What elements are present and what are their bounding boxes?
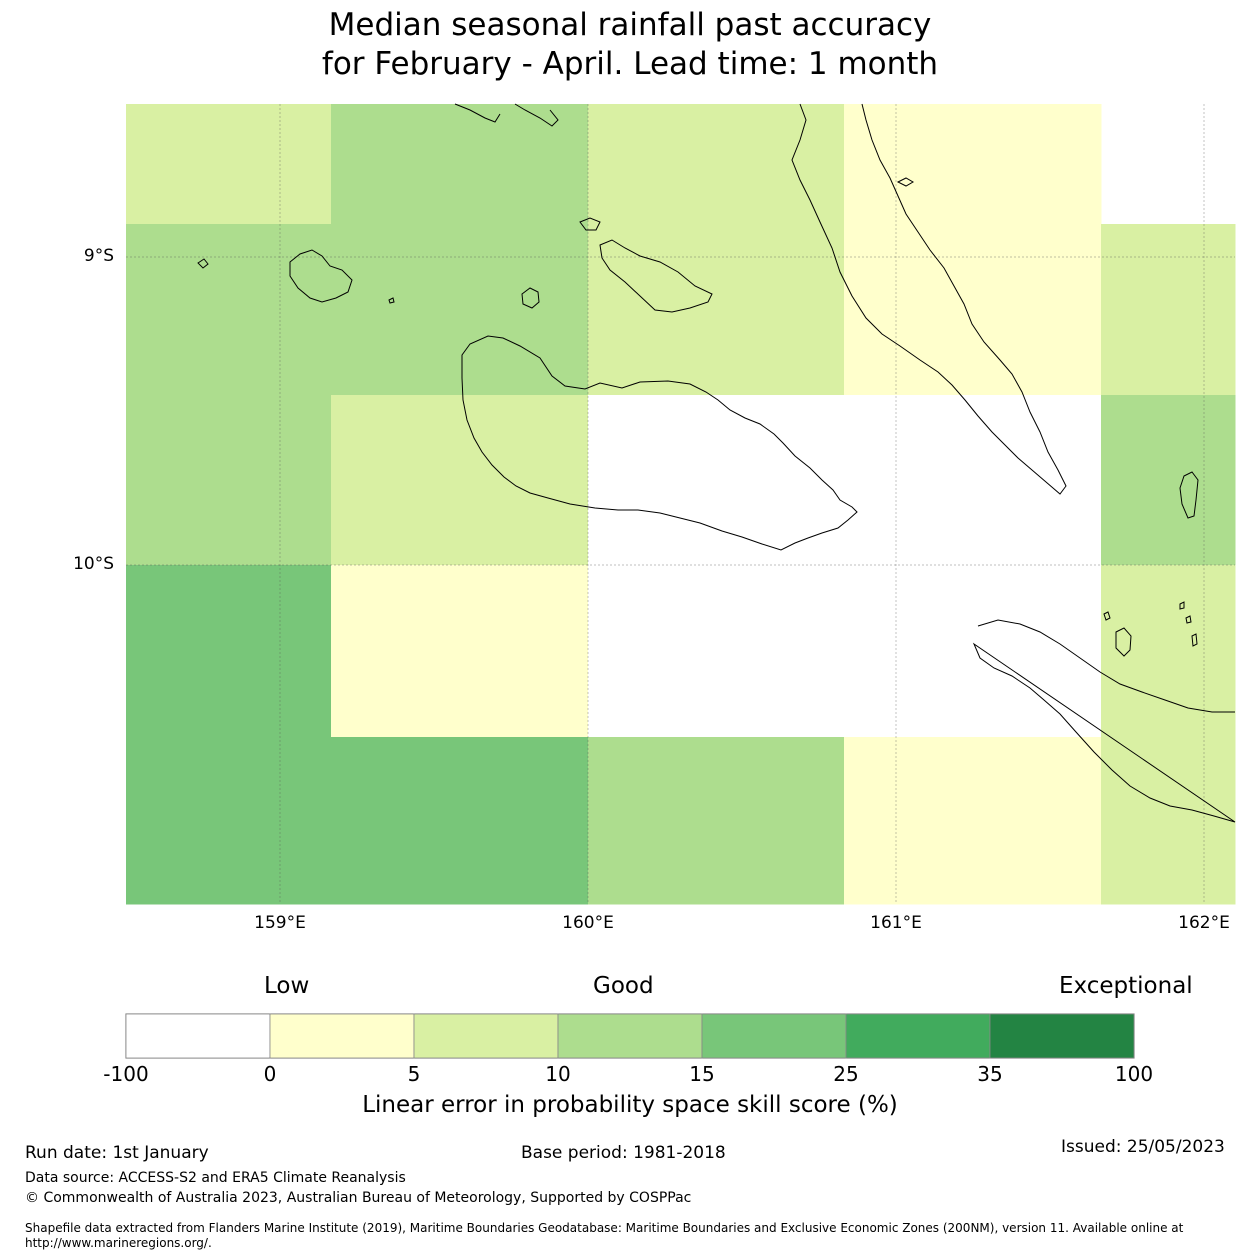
- coastlines: [197, 103, 1236, 823]
- legend-color-segment: [989, 1013, 1135, 1059]
- grid-cell: [126, 565, 332, 738]
- base-period: Base period: 1981-2018: [521, 1143, 726, 1163]
- legend-tick: 25: [833, 1062, 859, 1086]
- grid-cell: [459, 565, 589, 738]
- legend-tick: 35: [977, 1062, 1003, 1086]
- legend-title: Linear error in probability space skill …: [362, 1092, 898, 1118]
- legend-category-exceptional: Exceptional: [1059, 973, 1193, 999]
- grid-cells: [126, 104, 1236, 905]
- legend-color-segment: [557, 1013, 703, 1059]
- grid-cell: [459, 395, 589, 566]
- grid-cell: [459, 104, 589, 225]
- coastline-florida-islands: [289, 249, 353, 303]
- issued-date: Issued: 25/05/2023: [1061, 1137, 1225, 1157]
- legend-color-segment: [701, 1013, 847, 1059]
- grid-cell: [972, 224, 1102, 396]
- coastline-makira-islet2: [1103, 611, 1111, 621]
- grid-cell: [331, 104, 460, 225]
- grid-cell: [1101, 737, 1236, 905]
- legend-tick: 15: [689, 1062, 715, 1086]
- coastline-guadalcanal: [461, 335, 858, 551]
- data-source: Data source: ACCESS-S2 and ERA5 Climate …: [25, 1170, 406, 1186]
- run-date: Run date: 1st January: [25, 1143, 209, 1163]
- coastline-makira-islet5: [1191, 633, 1198, 647]
- grid-cell: [126, 395, 332, 566]
- grid-cell: [588, 224, 845, 396]
- legend-tick: 10: [545, 1062, 571, 1086]
- lon-label-159e: 159°E: [254, 913, 306, 933]
- grid-cell: [588, 565, 845, 738]
- coastline-malaita: [791, 103, 1067, 495]
- grid-cell: [1101, 395, 1236, 566]
- coastline-makira-islet1: [1115, 627, 1132, 657]
- map-title-line2: for February - April. Lead time: 1 month: [321, 46, 939, 82]
- legend-color-segment: [845, 1013, 991, 1059]
- grid-cell: [331, 565, 460, 738]
- shapefile-credit-line1: Shapefile data extracted from Flanders M…: [25, 1221, 1184, 1235]
- gridlines: [126, 104, 1235, 904]
- coastline-islet-nw: [579, 217, 601, 231]
- legend-color-segment: [413, 1013, 559, 1059]
- legend-tick: 0: [263, 1062, 277, 1086]
- grid-cell: [1101, 565, 1236, 738]
- grid-cell: [459, 737, 589, 905]
- shapefile-credit-line2: http://www.marineregions.org/.: [25, 1236, 212, 1250]
- grid-cell: [588, 395, 845, 566]
- grid-cell: [588, 737, 845, 905]
- coastline-islet-small: [388, 297, 395, 304]
- grid-cell: [844, 224, 973, 396]
- coastline-savo: [521, 287, 540, 309]
- lat-label-9s: 9°S: [83, 246, 114, 266]
- legend-category-low: Low: [264, 973, 310, 999]
- grid-cell: [972, 737, 1102, 905]
- grid-cell: [1101, 224, 1236, 396]
- grid-cell: [331, 737, 460, 905]
- coastline-makira: [972, 619, 1236, 823]
- coastline-north-islets: [454, 103, 559, 127]
- grid-cell: [972, 104, 1102, 225]
- coastline-islet-west: [197, 258, 209, 269]
- lon-label-160e: 160°E: [562, 913, 614, 933]
- grid-cell: [844, 104, 973, 225]
- coastline-makira-islet4: [1185, 615, 1192, 624]
- lon-label-162e: 162°E: [1178, 913, 1230, 933]
- legend-tick: 5: [407, 1062, 421, 1086]
- grid-cell: [972, 565, 1102, 738]
- coastline-makira-islet3: [1179, 601, 1185, 610]
- grid-cell: [126, 224, 332, 396]
- grid-cell: [844, 565, 973, 738]
- coastline-ulawa: [1179, 471, 1199, 519]
- grid-cell: [459, 224, 589, 396]
- grid-cell: [126, 104, 332, 225]
- grid-cell: [588, 104, 845, 225]
- grid-cell: [844, 395, 973, 566]
- legend-tick: -100: [103, 1062, 149, 1086]
- grid-cell: [331, 395, 460, 566]
- lon-label-161e: 161°E: [870, 913, 922, 933]
- lat-label-10s: 10°S: [73, 554, 114, 574]
- legend-colorbar: [125, 1013, 1135, 1059]
- grid-cell: [972, 395, 1102, 566]
- legend-color-segment: [125, 1013, 271, 1059]
- grid-cell: [844, 737, 973, 905]
- copyright: © Commonwealth of Australia 2023, Austra…: [25, 1190, 692, 1206]
- grid-cell: [331, 224, 460, 396]
- legend-category-good: Good: [593, 973, 654, 999]
- coastline-ngella-east: [599, 239, 713, 313]
- map-title-line1: Median seasonal rainfall past accuracy: [328, 7, 932, 43]
- legend-color-segment: [269, 1013, 415, 1059]
- grid-cell: [126, 737, 332, 905]
- coastline-malaita-islet: [896, 177, 915, 187]
- legend-tick: 100: [1114, 1062, 1154, 1086]
